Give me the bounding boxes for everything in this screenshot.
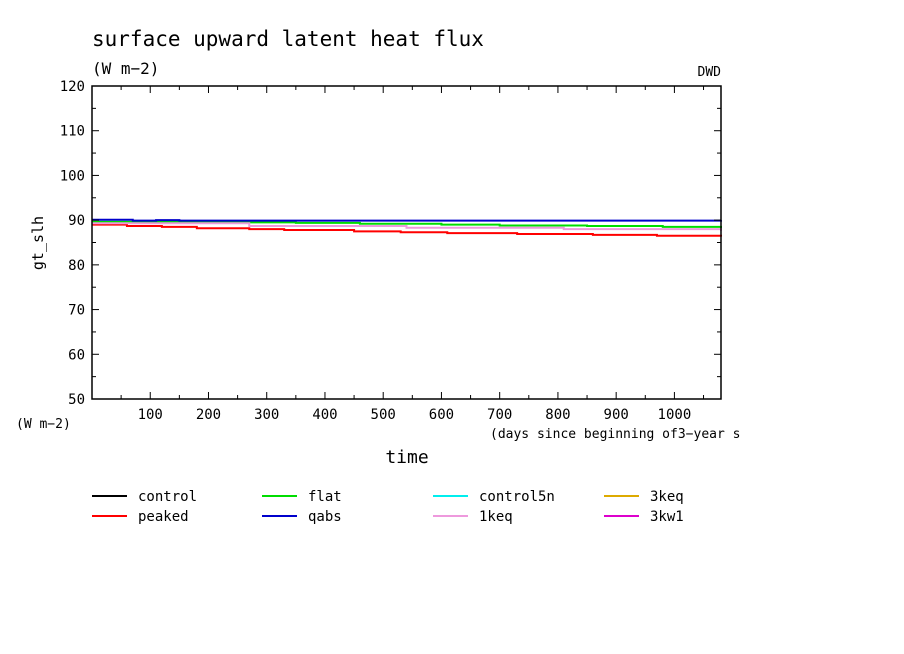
series-line-peaked	[92, 223, 722, 237]
x-tick-label: 300	[254, 407, 279, 423]
y-tick-label: 110	[60, 124, 85, 140]
x-tick-label: 1000	[658, 407, 692, 423]
y-tick-label: 50	[68, 392, 85, 408]
plot-lines	[92, 218, 722, 237]
legend-label: control5n	[479, 489, 555, 505]
x-tick-label: 400	[312, 407, 337, 423]
y-tick-label: 70	[68, 303, 85, 319]
x-tick-label: 600	[429, 407, 454, 423]
source-label: DWD	[698, 65, 722, 80]
legend-item-qabs: qabs	[262, 509, 342, 525]
series-line-qabs	[92, 218, 722, 222]
legend-item-control5n: control5n	[433, 489, 555, 505]
legend-label: 3keq	[650, 489, 684, 505]
series-line-1keq	[92, 222, 722, 231]
y-tick-label: 120	[60, 79, 85, 95]
legend-label: qabs	[308, 509, 342, 525]
legend-item-1keq: 1keq	[433, 509, 513, 525]
x-tick-label: 800	[545, 407, 570, 423]
x-tick-label: 100	[138, 407, 163, 423]
x-axis-label: time	[385, 447, 428, 468]
x-tick-label: 700	[487, 407, 512, 423]
x-tick-label: 900	[604, 407, 629, 423]
legend-item-3kw1: 3kw1	[604, 509, 684, 525]
x-axis-note: (days since beginning of3−year s	[490, 427, 740, 442]
x-tick-label: 500	[371, 407, 396, 423]
chart-title: surface upward latent heat flux	[92, 27, 484, 51]
y-tick-label: 100	[60, 168, 85, 184]
y-tick-label: 80	[68, 258, 85, 274]
legend-label: peaked	[138, 509, 189, 525]
y-tick-label: 60	[68, 347, 85, 363]
legend: control peaked flat qabs control5n 1keq 3keq 3k…	[92, 489, 684, 525]
y-axis-label: gt_slh	[29, 216, 47, 270]
plot-frame	[91, 85, 722, 400]
y-tick-label: 90	[68, 213, 85, 229]
x-tick-label: 200	[196, 407, 221, 423]
legend-label: control	[138, 489, 197, 505]
axis-ticks: 100 200 300 400 500 600 700 800 900 1000 50 60 70 80 9…	[60, 79, 721, 423]
legend-label: 3kw1	[650, 509, 684, 525]
legend-item-peaked: peaked	[92, 509, 189, 525]
legend-item-flat: flat	[262, 489, 342, 505]
legend-item-control: control	[92, 489, 197, 505]
legend-label: 1keq	[479, 509, 513, 525]
chart-subtitle: (W m−2)	[92, 59, 159, 78]
y-unit-label: (W m−2)	[16, 417, 71, 432]
legend-item-3keq: 3keq	[604, 489, 684, 505]
legend-label: flat	[308, 489, 342, 505]
